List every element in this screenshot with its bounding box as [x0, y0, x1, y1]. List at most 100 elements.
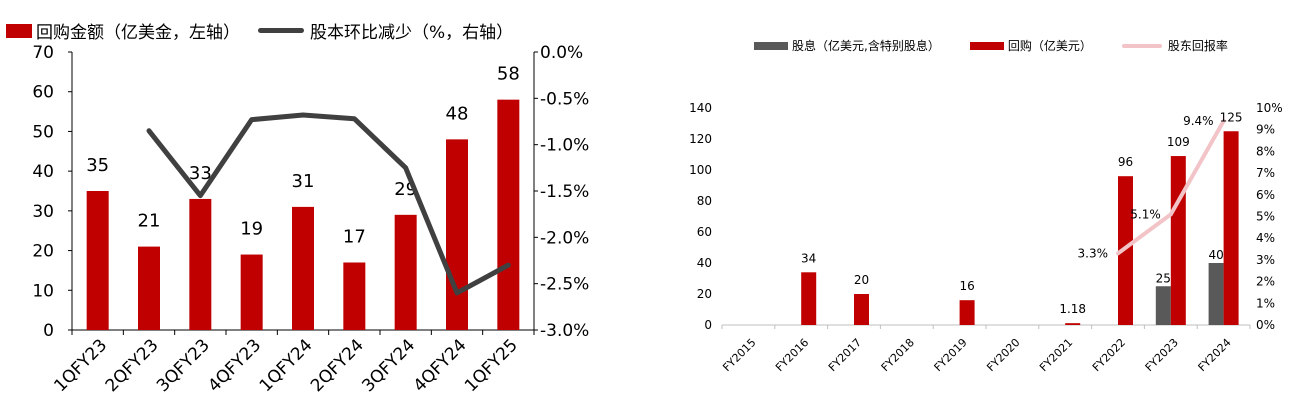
right-y-tick-label: 7% [1256, 166, 1275, 180]
buyback-data-label: 21 [138, 211, 161, 232]
buyback-data-label: 1.18 [1059, 302, 1086, 316]
left-y-tick-label: 40 [697, 256, 712, 270]
legend-item-return-rate: 股东回报率 [1121, 37, 1228, 54]
buyback-bar [801, 272, 817, 325]
x-tick-label: 1QFY24 [256, 335, 317, 396]
buyback-data-label: 35 [86, 155, 109, 176]
buyback-data-label: 33 [189, 163, 212, 184]
left-y-tick-label: 140 [689, 101, 712, 115]
return-rate-line [1116, 119, 1226, 256]
buyback-bar [497, 99, 520, 331]
dividend-data-label: 40 [1208, 248, 1223, 262]
right-y-tick-label: -1.5% [540, 182, 589, 202]
left-y-tick-label: 120 [689, 132, 712, 146]
legend-item-share-reduction: 股本环比减少（%，右轴） [258, 18, 513, 43]
left-y-tick-label: 0 [43, 321, 54, 341]
x-tick-label: FY2018 [879, 336, 917, 374]
legend-swatch-line [258, 28, 304, 33]
buyback-bar [1065, 323, 1081, 325]
shareholder-return-chart: 股息（亿美元,含特别股息） 回购（亿美元） 股东回报率 0 20 40 60 80 100… [660, 0, 1302, 418]
buyback-bar [854, 294, 869, 325]
x-tick-label: 3QFY23 [153, 335, 214, 396]
x-tick-label: FY2015 [720, 336, 758, 374]
right-chart-legend: 股息（亿美元,含特别股息） 回购（亿美元） 股东回报率 [754, 37, 1228, 54]
right-y-tick-label: -2.0% [540, 228, 589, 248]
return-rate-data-label: 3.3% [1078, 246, 1109, 260]
right-y-tick-label: 5% [1256, 210, 1275, 224]
buyback-bar [343, 262, 366, 330]
left-y-tick-label: 40 [32, 162, 54, 182]
legend-label-buybacks: 回购（亿美元） [1007, 39, 1092, 53]
x-tick-label: 1QFY25 [461, 335, 522, 396]
right-y-tick-label: 0.0% [540, 43, 583, 63]
buyback-bar [1170, 156, 1186, 325]
left-y-tick-label: 70 [32, 43, 54, 63]
left-y-tick-label: 80 [697, 194, 712, 208]
right-y-tick-label: 8% [1256, 144, 1275, 158]
legend-swatch-bar [6, 23, 32, 38]
buyback-data-label: 125 [1220, 110, 1243, 124]
right-y-tick-label: -1.0% [540, 136, 589, 156]
x-tick-label: 4QFY23 [204, 335, 265, 396]
left-y-tick-label: 60 [32, 83, 54, 103]
left-y-tick-label: 50 [32, 122, 54, 142]
legend-label-dividends: 股息（亿美元,含特别股息） [792, 39, 940, 53]
left-chart-legend: 回购金额（亿美金，左轴） 股本环比减少（%，右轴） [6, 18, 513, 43]
left-y-tick-label: 100 [689, 163, 712, 177]
buyback-data-label: 34 [801, 251, 816, 265]
x-tick-label: 4QFY24 [410, 335, 471, 396]
buyback-data-label: 19 [240, 219, 263, 240]
x-tick-label: FY2019 [932, 336, 970, 374]
x-tick-label: FY2016 [773, 336, 811, 374]
right-y-tick-label: -3.0% [540, 321, 589, 341]
x-tick-label: FY2020 [984, 336, 1022, 374]
right-y-tick-label: 4% [1256, 231, 1275, 245]
legend-item-buyback-amount: 回购金额（亿美金，左轴） [6, 18, 240, 43]
dividend-bar [1208, 263, 1224, 325]
dividend-bar [1155, 286, 1171, 325]
right-y-tick-label: 0% [1256, 318, 1275, 332]
left-y-tick-label: 60 [697, 225, 712, 239]
x-tick-label: FY2021 [1037, 336, 1075, 374]
right-y-tick-label: 6% [1256, 188, 1275, 202]
x-tick-label: FY2022 [1090, 336, 1128, 374]
share-reduction-line [146, 112, 511, 296]
right-y-tick-label: 9% [1256, 123, 1275, 137]
right-chart-svg: 0 20 40 60 80 100 120 140 0% 1% 2% 3% 4% 5% 6% 7% 8% 9% 10… [689, 101, 1283, 374]
buyback-data-label: 109 [1167, 135, 1190, 149]
buyback-bar [292, 206, 314, 330]
left-y-tick-label: 20 [32, 242, 54, 262]
x-tick-label: FY2024 [1196, 336, 1234, 374]
buyback-data-label: 17 [343, 226, 366, 247]
right-y-tick-label: 1% [1256, 296, 1275, 310]
legend-item-dividends: 股息（亿美元,含特别股息） [754, 37, 940, 54]
buyback-bar [138, 246, 160, 330]
right-y-tick-label: -0.5% [540, 89, 589, 109]
buyback-bar [86, 191, 109, 330]
left-y-tick-label: 0 [704, 318, 712, 332]
dividend-data-label: 25 [1156, 271, 1171, 285]
buyback-bar [189, 198, 212, 330]
buyback-bar [1223, 131, 1239, 325]
return-rate-data-label: 5.1% [1130, 207, 1161, 221]
legend-swatch-return-rate [1121, 43, 1162, 48]
x-tick-label: FY2017 [826, 336, 864, 374]
legend-swatch-dividends [754, 41, 788, 50]
left-y-tick-label: 20 [697, 287, 712, 301]
buyback-bar [446, 139, 468, 330]
legend-label-return-rate: 股东回报率 [1167, 39, 1228, 53]
return-rate-data-label: 9.4% [1183, 114, 1214, 128]
buyback-bar [959, 300, 975, 325]
legend-swatch-buybacks [969, 41, 1004, 50]
right-y-tick-label: -2.5% [540, 275, 589, 295]
buyback-data-label: 58 [497, 64, 520, 85]
buyback-share-reduction-chart: 回购金额（亿美金，左轴） 股本环比减少（%，右轴） 0 10 20 30 40 50 60 7… [0, 0, 620, 418]
x-tick-label: FY2023 [1143, 336, 1181, 374]
x-tick-label: 1QFY23 [50, 335, 111, 396]
x-tick-label: 2QFY24 [307, 335, 368, 396]
buyback-bar [1118, 176, 1133, 325]
buyback-data-label: 16 [959, 279, 974, 293]
left-y-tick-label: 30 [32, 202, 54, 222]
legend-label-share-reduction: 股本环比减少（%，右轴） [310, 23, 514, 43]
x-tick-label: 3QFY24 [358, 335, 419, 396]
